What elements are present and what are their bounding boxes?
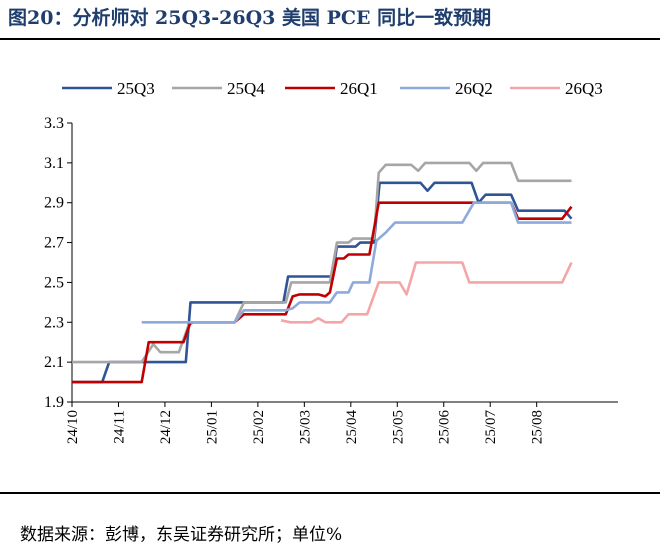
figure-title: 图20：分析师对 25Q3-26Q3 美国 PCE 同比一致预期 (8, 7, 492, 29)
source-note: 数据来源：彭博，东吴证券研究所；单位% (20, 525, 343, 545)
legend-label: 26Q2 (455, 79, 493, 98)
top-rule (0, 38, 660, 40)
series-line-26q2 (141, 201, 572, 324)
x-tick-label: 24/11 (111, 410, 127, 444)
x-tick-label: 25/04 (344, 410, 360, 445)
series-line-26q1 (72, 201, 573, 384)
series-line-25q4 (72, 161, 572, 364)
x-tick-label: 25/03 (297, 410, 313, 444)
y-tick-label: 2.7 (44, 235, 64, 252)
x-tick-label: 24/12 (158, 410, 174, 444)
legend-label: 26Q1 (340, 79, 378, 98)
x-tick-label: 24/10 (65, 410, 81, 444)
y-tick-label: 1.9 (44, 394, 64, 411)
bottom-rule (0, 492, 660, 494)
y-tick-label: 2.1 (44, 354, 64, 371)
y-tick-label: 2.3 (44, 314, 64, 331)
x-tick-label: 25/02 (251, 410, 267, 444)
y-tick-label: 2.5 (44, 274, 64, 291)
legend-label: 25Q4 (227, 79, 265, 98)
legend-label: 26Q3 (565, 79, 603, 98)
series-line-26q3 (280, 261, 573, 324)
legend-label: 25Q3 (117, 79, 155, 98)
x-tick-label: 25/06 (437, 410, 453, 445)
x-tick-label: 25/05 (390, 410, 406, 444)
y-tick-label: 2.9 (44, 195, 64, 212)
y-tick-label: 3.3 (44, 115, 64, 132)
x-tick-label: 25/07 (483, 410, 499, 445)
x-tick-label: 25/08 (530, 410, 546, 444)
y-tick-label: 3.1 (44, 155, 64, 172)
x-tick-label: 25/01 (204, 410, 220, 444)
